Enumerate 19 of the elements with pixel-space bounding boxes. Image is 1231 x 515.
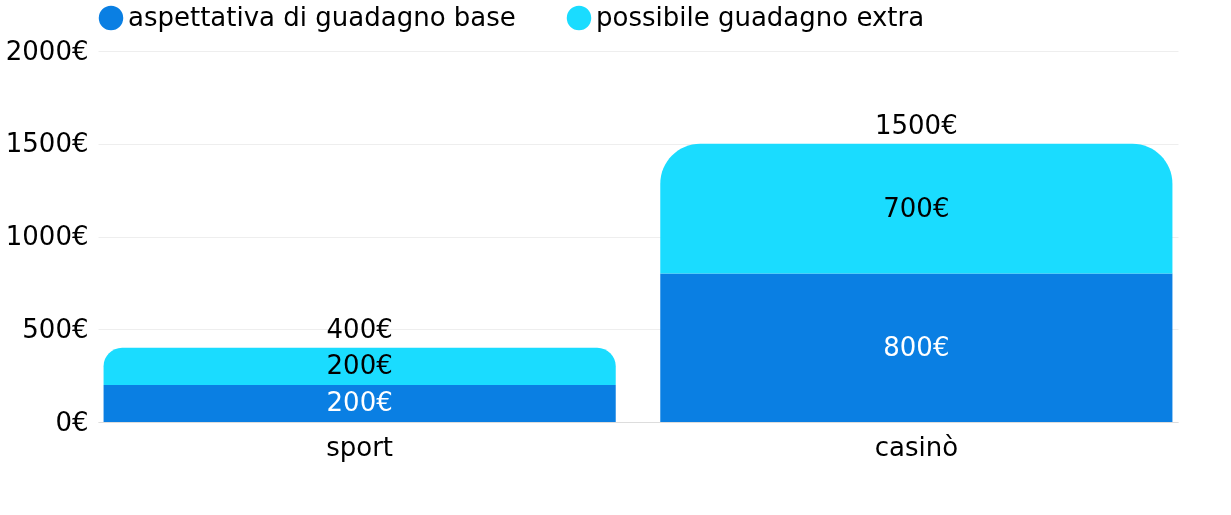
legend-label: aspettativa di guadagno base — [128, 2, 516, 32]
data-label: 200€ — [326, 350, 393, 381]
total-label: 400€ — [326, 313, 393, 344]
x-tick-label: sport — [326, 431, 394, 462]
total-label: 1500€ — [874, 109, 958, 140]
x-tick-label: casinò — [874, 431, 959, 462]
y-tick-label: 500€ — [22, 313, 89, 344]
y-tick-label: 2000€ — [5, 35, 89, 66]
y-tick-label: 1500€ — [5, 128, 89, 159]
y-tick-label: 0€ — [55, 406, 89, 437]
data-label: 200€ — [326, 387, 393, 418]
y-tick-label: 1000€ — [5, 221, 89, 251]
bar — [103, 384, 616, 422]
data-label: 700€ — [883, 192, 950, 223]
bar — [660, 143, 1173, 274]
bar — [660, 273, 1173, 422]
bar — [103, 347, 616, 385]
legend-label: possibile guadagno extra — [596, 2, 925, 32]
data-label: 800€ — [883, 331, 950, 362]
